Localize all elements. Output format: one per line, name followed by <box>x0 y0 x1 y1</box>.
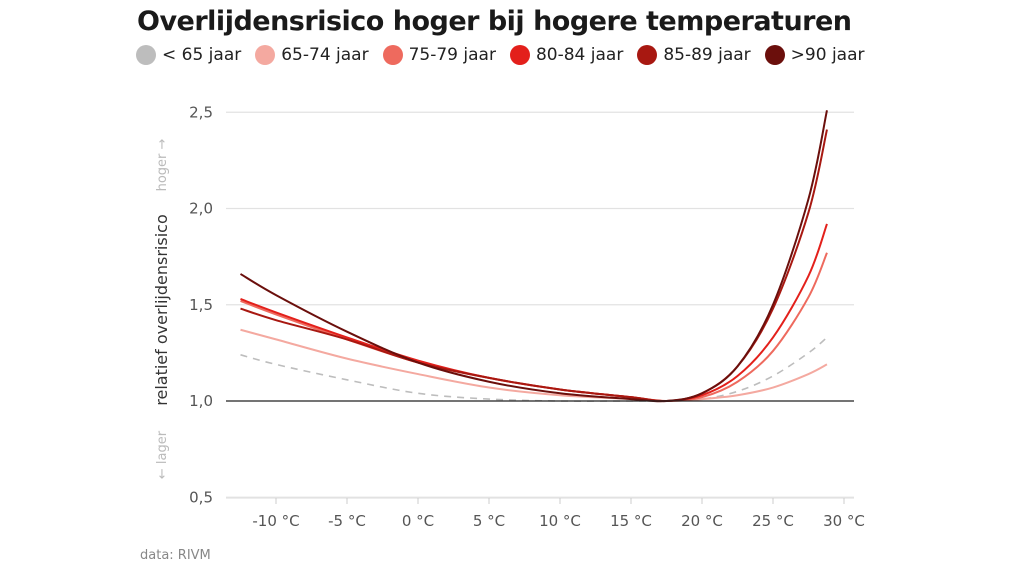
legend-item: 75-79 jaar <box>382 45 496 65</box>
x-tick-label: -5 °C <box>328 512 366 530</box>
legend-swatch <box>136 45 156 65</box>
y-axis-label-down: ← lager <box>155 430 170 479</box>
x-tick-label: 30 °C <box>823 512 865 530</box>
x-tick-label: 5 °C <box>473 512 505 530</box>
legend-swatch <box>764 45 785 65</box>
series-line-80-84-jaar <box>240 223 828 403</box>
x-tick-label: 20 °C <box>681 512 723 530</box>
legend-swatch <box>509 45 530 65</box>
y-axis-label-up: hoger → <box>155 138 170 191</box>
legend-label: 80-84 jaar <box>535 45 624 65</box>
legend-item: 85-89 jaar <box>637 45 751 65</box>
y-tick-label: 2,5 <box>189 103 213 121</box>
y-tick-label: 0,5 <box>189 488 213 506</box>
legend-item: 80-84 jaar <box>509 45 624 65</box>
legend-swatch <box>382 45 403 65</box>
chart-title: Overlijdensrisico hoger bij hogere tempe… <box>137 6 852 37</box>
y-tick-label: 1,0 <box>189 392 213 410</box>
legend-item: < 65 jaar <box>136 45 241 65</box>
legend-item: 65-74 jaar <box>255 45 369 65</box>
series-line-75-79-jaar <box>240 252 828 403</box>
y-tick-label: 1,5 <box>189 296 213 314</box>
legend-item: >90 jaar <box>764 45 865 65</box>
x-tick-label: -10 °C <box>252 512 299 530</box>
source-note: data: RIVM <box>140 548 211 563</box>
legend-label: < 65 jaar <box>162 45 242 65</box>
legend-label: 85-89 jaar <box>663 45 751 65</box>
series-line--90-jaar <box>239 110 828 403</box>
legend-label: 65-74 jaar <box>281 45 369 65</box>
series-line--65-jaar <box>240 336 828 402</box>
y-axis-label: relatief overlijdensrisico <box>152 214 171 405</box>
legend-label: 75-79 jaar <box>408 45 496 65</box>
series-line-85-89-jaar <box>240 129 828 403</box>
x-tick-label: 15 °C <box>610 512 652 530</box>
y-tick-label: 2,0 <box>189 200 213 218</box>
legend-label: >90 jaar <box>790 45 865 65</box>
legend-swatch <box>255 45 276 65</box>
legend: < 65 jaar 65-74 jaar 75-79 jaar 80-84 jaar 8… <box>136 45 865 65</box>
x-tick-label: 10 °C <box>539 512 581 530</box>
x-tick-label: 25 °C <box>752 512 794 530</box>
x-tick-label: 0 °C <box>402 512 434 530</box>
legend-swatch <box>637 45 658 65</box>
